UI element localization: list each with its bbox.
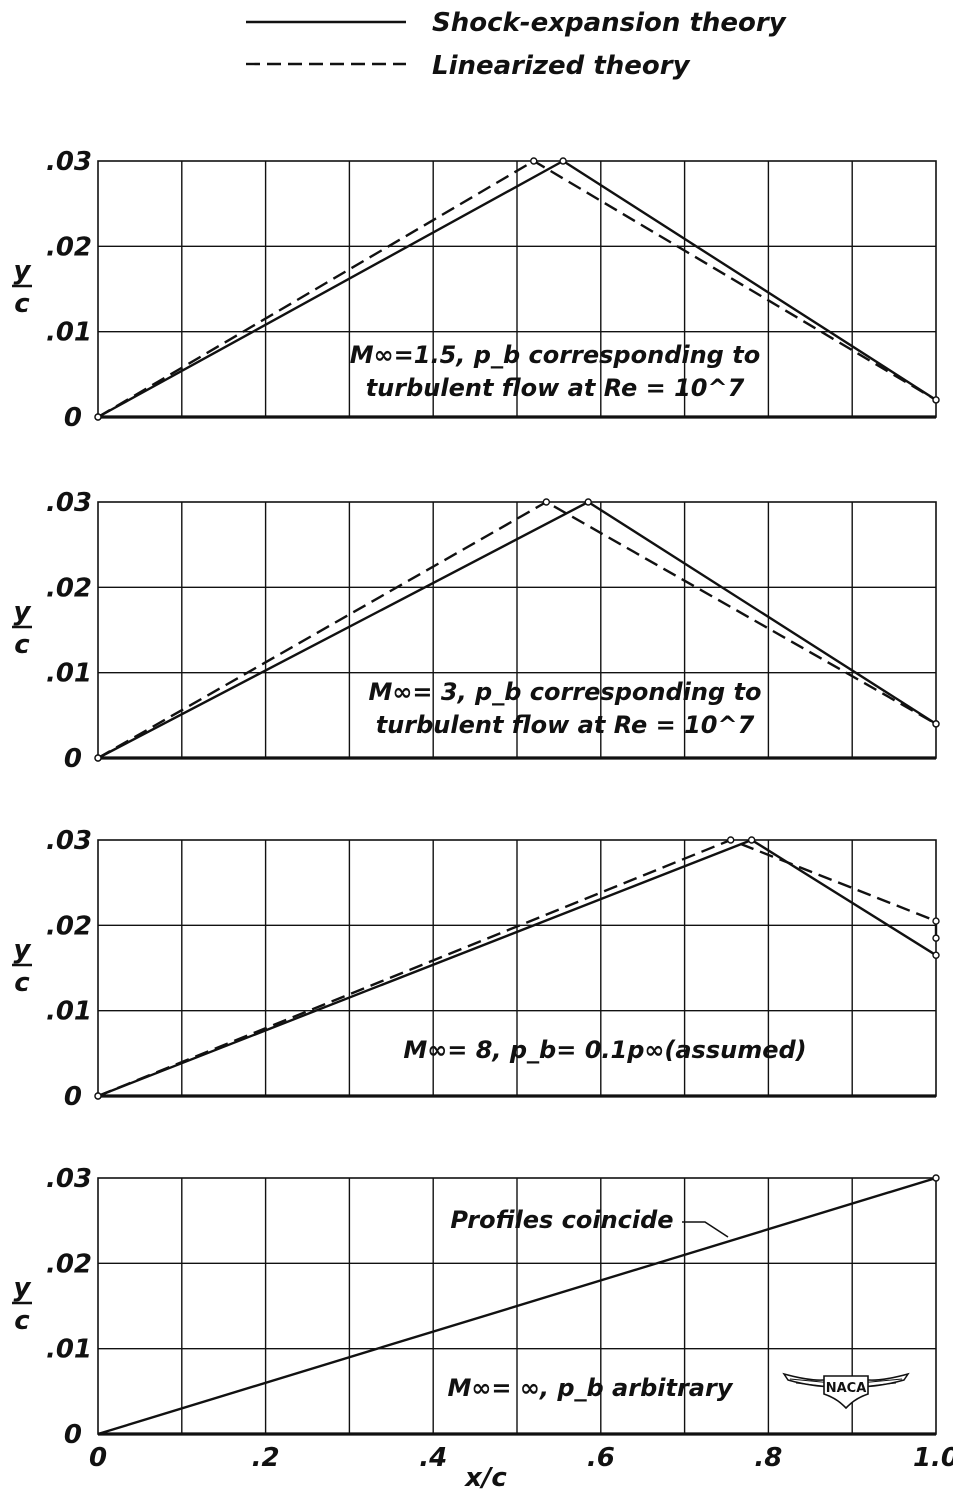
y-tick-label: .03 (46, 147, 92, 177)
y-tick-label: 0 (64, 1082, 82, 1112)
y-tick-label: 0 (64, 1420, 82, 1450)
profiles-coincide-callout: Profiles coincide (450, 1206, 673, 1234)
chart-panel-3: 0 .01 .02 .03 yc M∞= 8, p_b= 0.1p∞(assumed) (12, 826, 940, 1112)
y-axis-label-numerator: y (14, 1273, 32, 1303)
naca-logo-text: NACA (826, 1381, 867, 1396)
naca-logo: NACA (782, 1372, 910, 1410)
y-tick-label: .01 (46, 997, 92, 1027)
y-tick-label: 0 (64, 744, 82, 774)
series-line-shock-expansion (97, 1176, 937, 1436)
y-tick-label: .02 (46, 911, 92, 941)
data-point (94, 754, 102, 762)
x-tick-label: 0 (89, 1443, 107, 1473)
y-tick-label: .01 (46, 1335, 92, 1365)
series-line-linearized (97, 838, 938, 1098)
x-tick-label: 1.0 (913, 1443, 953, 1473)
x-axis-ticks: 0 .2 .4 .6 .8 1.0 (89, 1443, 953, 1473)
x-tick-label: .4 (419, 1443, 447, 1473)
data-point (932, 917, 940, 925)
chart-panel-2: 0 .01 .02 .03 yc M∞= 3, p_b corresponding to t… (12, 488, 940, 774)
panel-annotation: M∞= 3, p_b corresponding to (369, 678, 762, 706)
y-tick-label: .03 (46, 1164, 92, 1194)
y-tick-label: .01 (46, 318, 92, 348)
y-tick-label: .03 (46, 826, 92, 856)
data-point (932, 951, 940, 959)
y-axis-label-numerator: y (14, 597, 32, 627)
y-tick-label: .02 (46, 232, 92, 262)
panel-annotation: turbulent flow at Re = 10^7 (376, 711, 755, 739)
data-point (94, 413, 102, 421)
data-point (726, 836, 735, 844)
y-axis-label-denominator: c (14, 289, 30, 319)
data-point (932, 934, 940, 942)
x-tick-label: .8 (754, 1443, 782, 1473)
x-tick-label: .2 (252, 1443, 280, 1473)
y-axis-label-numerator: y (14, 256, 32, 286)
data-point (94, 1092, 102, 1100)
panel-annotation: M∞=1.5, p_b corresponding to (350, 341, 760, 369)
legend: Shock-expansion theory Linearized theory (246, 8, 787, 81)
data-point (747, 836, 756, 844)
y-axis-label-numerator: y (14, 935, 32, 965)
data-point (932, 396, 940, 404)
data-point (559, 157, 567, 165)
data-point (542, 498, 551, 506)
panel-annotation: M∞= 8, p_b= 0.1p∞(assumed) (403, 1036, 806, 1064)
y-tick-label: 0 (64, 403, 82, 433)
callout-leader (682, 1221, 729, 1238)
legend-solid-label: Shock-expansion theory (432, 8, 787, 38)
y-axis-label-denominator: c (14, 1306, 30, 1336)
y-tick-label: .03 (46, 488, 92, 518)
chart-panel-4: 0 .01 .02 .03 yc M∞= ∞, p_b arbitrary Profiles… (12, 1164, 940, 1450)
panel-annotation: M∞= ∞, p_b arbitrary (448, 1374, 734, 1402)
data-point (932, 720, 940, 728)
data-point (530, 157, 538, 165)
y-axis-label-denominator: c (14, 968, 30, 998)
legend-dashed-label: Linearized theory (432, 51, 691, 81)
panel-annotation: turbulent flow at Re = 10^7 (366, 374, 745, 402)
data-point (932, 1174, 940, 1182)
x-tick-label: .6 (587, 1443, 615, 1473)
x-axis-label: x/c (463, 1463, 507, 1492)
y-tick-label: .02 (46, 573, 92, 603)
y-tick-label: .01 (46, 659, 92, 689)
y-tick-label: .02 (46, 1249, 92, 1279)
chart-panel-1: 0 .01 .02 .03 yc M∞=1.5, p_b corresponding to… (12, 147, 940, 433)
data-point (584, 498, 592, 506)
y-axis-label-denominator: c (14, 630, 30, 660)
